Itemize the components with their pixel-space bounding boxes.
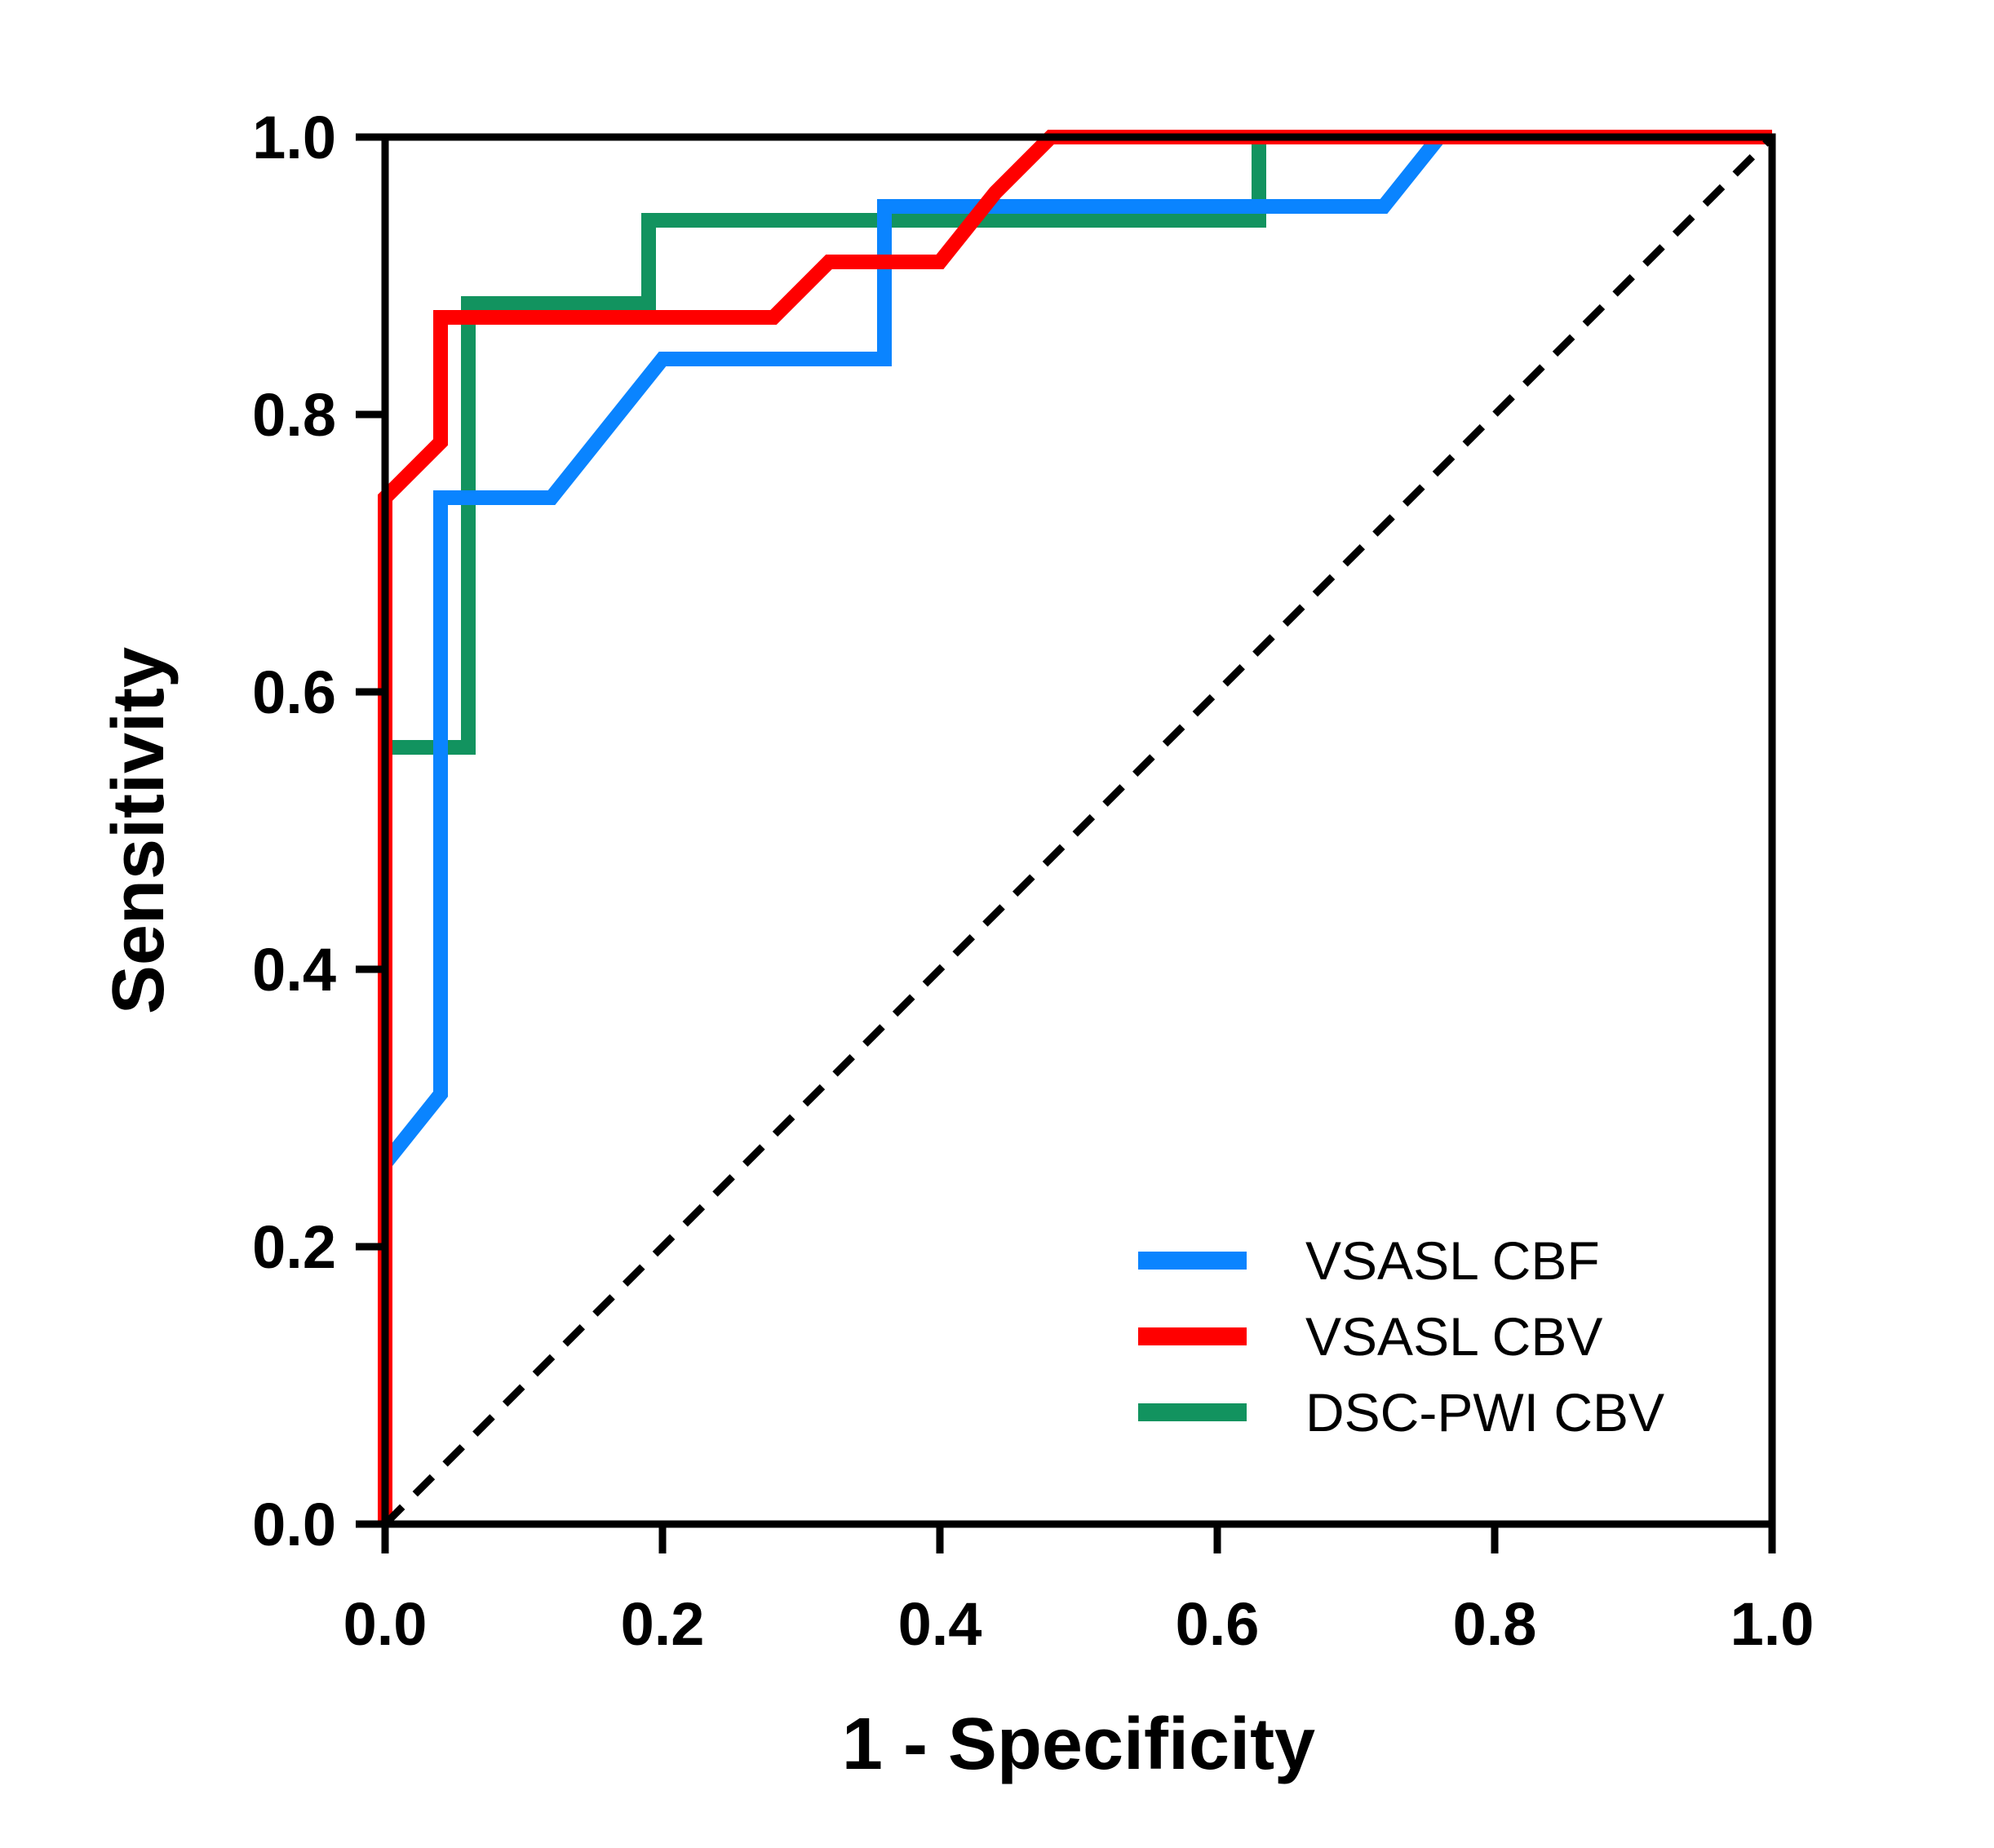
x-axis: 0.0 0.2 0.4 0.6 0.8 1.0 [343,1524,1815,1658]
y-tick-label: 0.4 [252,936,336,1004]
plot-frame [381,133,1776,1528]
x-tick-label: 1.0 [1730,1590,1815,1658]
y-tick-label: 1.0 [252,104,336,171]
legend-label: VSASL CBF [1305,1230,1600,1291]
y-axis: 0.0 0.2 0.4 0.6 0.8 1.0 [252,104,385,1558]
y-tick-label: 0.6 [252,658,336,726]
series-line-dsc-pwi-cbv [378,130,1772,1524]
x-tick-label: 0.4 [898,1590,982,1658]
series-line-vsasl-cbv [378,130,1772,1524]
legend: VSASL CBF VSASL CBV DSC-PWI CBV [1138,1230,1664,1443]
y-tick-label: 0.8 [252,381,336,449]
chance-reference-line [382,134,1775,1527]
x-tick-label: 0.2 [621,1590,705,1658]
x-tick-label: 0.0 [343,1590,428,1658]
legend-label: DSC-PWI CBV [1305,1382,1664,1443]
y-tick-label: 0.2 [252,1213,336,1281]
x-tick-label: 0.8 [1453,1590,1537,1658]
x-axis-title: 1 - Specificity [842,1704,1315,1785]
series-layer [378,130,1772,1524]
legend-label: VSASL CBV [1305,1306,1602,1367]
y-tick-label: 0.0 [252,1491,336,1558]
y-axis-title: Sensitivity [98,647,179,1014]
series-line-vsasl-cbf [378,130,1772,1524]
x-tick-label: 0.6 [1176,1590,1260,1658]
